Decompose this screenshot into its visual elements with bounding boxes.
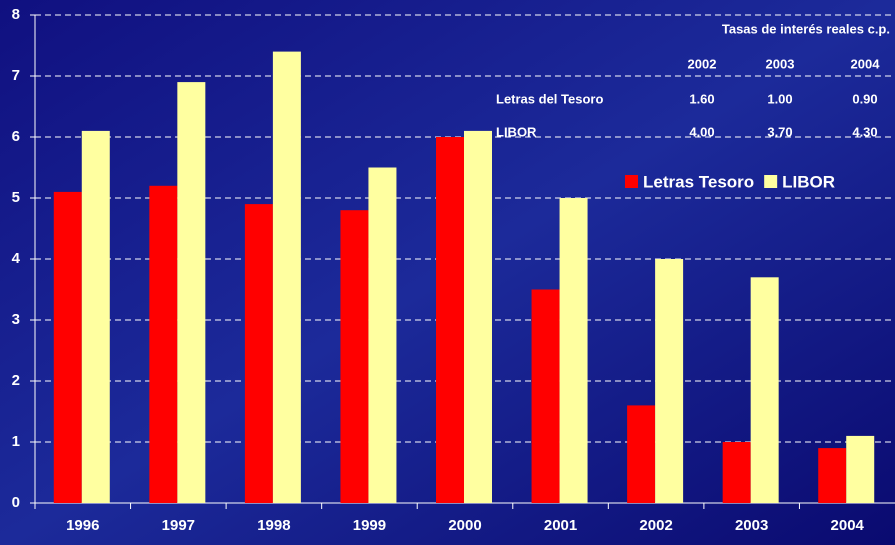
x-tick-label: 2004 [831, 517, 865, 534]
legend-swatch [764, 175, 778, 188]
table-cell: 0.90 [852, 91, 877, 106]
y-tick-label: 5 [12, 189, 20, 206]
bar [722, 442, 751, 503]
table-row-label: LIBOR [496, 124, 537, 139]
table-header: 2002 [688, 56, 717, 71]
table-title: Tasas de interés reales c.p. [722, 21, 890, 36]
bar [627, 405, 656, 503]
x-tick-label: 1997 [162, 517, 195, 534]
bar [177, 82, 206, 503]
bar [272, 51, 301, 503]
y-tick-label: 1 [12, 433, 20, 450]
bar [81, 130, 110, 503]
x-tick-label: 2002 [639, 517, 672, 534]
bar [464, 130, 492, 503]
x-tick-label: 2003 [735, 517, 768, 534]
table-cell: 4.30 [852, 124, 877, 139]
bar [53, 191, 82, 503]
bar [655, 259, 684, 503]
y-tick-label: 4 [12, 250, 21, 267]
legend-swatch [625, 175, 638, 188]
table-cell: 1.60 [689, 91, 714, 106]
x-tick-label: 1996 [66, 517, 99, 534]
bar [340, 210, 369, 503]
table-cell: 3.70 [767, 124, 792, 139]
bar [368, 167, 397, 503]
bar [846, 435, 875, 503]
table-header: 2003 [766, 56, 795, 71]
bar [531, 289, 560, 503]
bar [559, 198, 588, 503]
y-tick-label: 3 [12, 311, 20, 328]
bar [436, 137, 464, 503]
y-tick-label: 6 [12, 128, 20, 145]
x-tick-label: 1999 [353, 517, 386, 534]
bar [244, 204, 273, 503]
table-header: 2004 [851, 56, 881, 71]
bar [750, 277, 779, 503]
table-cell: 4.00 [689, 124, 714, 139]
bar [818, 448, 847, 503]
y-tick-label: 2 [12, 372, 20, 389]
legend-label: Letras Tesoro [643, 172, 754, 191]
bar [149, 185, 178, 504]
table-cell: 1.00 [767, 91, 792, 106]
x-tick-label: 2001 [544, 517, 577, 534]
y-tick-label: 0 [12, 494, 20, 511]
legend-label: LIBOR [782, 172, 835, 191]
y-tick-label: 8 [12, 6, 20, 23]
x-tick-label: 2000 [448, 517, 481, 534]
table-row-label: Letras del Tesoro [496, 91, 603, 106]
y-tick-label: 7 [12, 67, 20, 84]
x-tick-label: 1998 [257, 517, 290, 534]
